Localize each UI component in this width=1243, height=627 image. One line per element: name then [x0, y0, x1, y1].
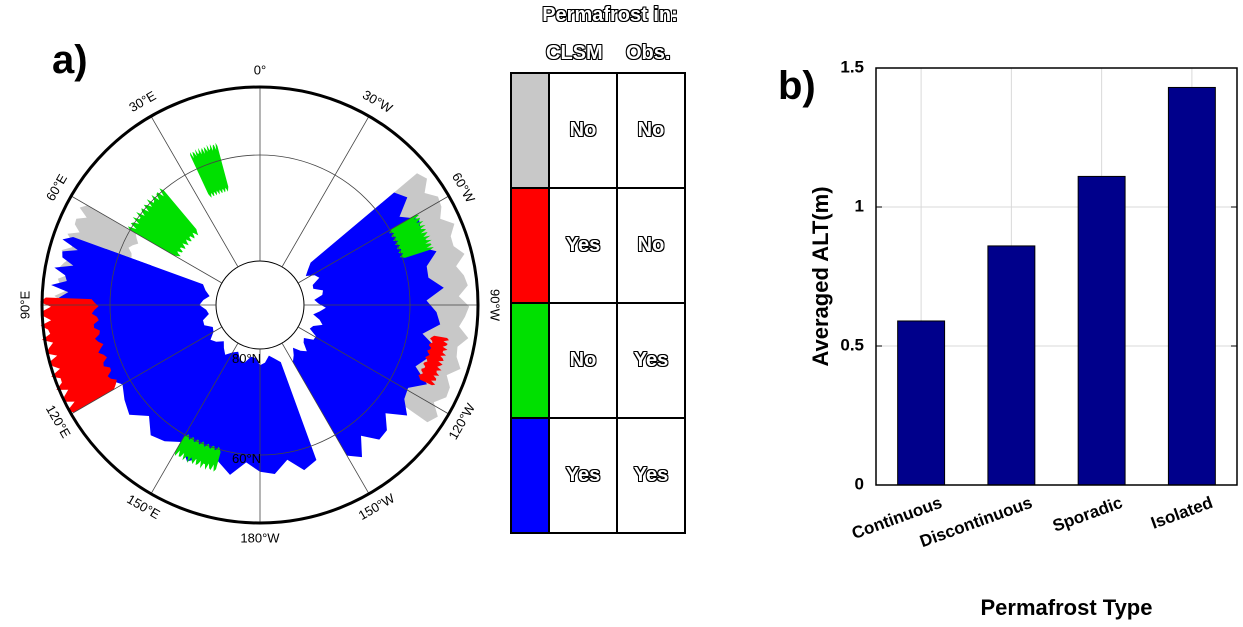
y-axis-title: Averaged ALT(m): [808, 186, 833, 366]
legend-swatch: [510, 417, 550, 534]
green-region-scandinavia: [127, 188, 199, 257]
legend-obs-value: Yes: [616, 302, 686, 419]
legend-model-value: No: [548, 302, 618, 419]
green-region-beringia: [174, 434, 221, 472]
legend-row: No No: [510, 72, 686, 189]
permafrost-legend: Permafrost in: CLSM Obs. No No Yes No No Yes Y…: [470, 0, 720, 560]
y-tick-label: 1.5: [840, 57, 864, 76]
green-region-labrador: [389, 214, 434, 258]
lon-label: 60°E: [43, 171, 70, 203]
bar-isolated: [1167, 86, 1216, 486]
polar-cap: [215, 260, 305, 350]
bar-continuous: [897, 320, 946, 486]
legend-obs-value: No: [616, 72, 686, 189]
y-tick-label: 1: [855, 196, 864, 215]
meridian-line: [281, 342, 370, 494]
green-region-greenland: [190, 142, 229, 198]
legend-model-value: Yes: [548, 187, 618, 304]
legend-swatch: [510, 302, 550, 419]
legend-col-model: CLSM: [546, 42, 603, 64]
lon-label: 30°E: [126, 88, 158, 115]
lon-label: 30°W: [360, 87, 396, 116]
map-frame: [40, 85, 480, 525]
x-axis-title: Permafrost Type: [981, 595, 1153, 620]
y-tick-label: 0: [855, 474, 864, 493]
blue-region-canada: [292, 192, 444, 458]
legend-title: Permafrost in:: [542, 4, 678, 26]
legend-obs-value: No: [616, 187, 686, 304]
panel-a-label: a): [52, 38, 88, 82]
legend-row: Yes No: [510, 187, 686, 304]
legend-row: Yes Yes: [510, 417, 686, 534]
red-region-siberia: [40, 297, 117, 413]
legend-obs-value: Yes: [616, 417, 686, 534]
meridian-line: [71, 326, 223, 415]
lon-label: 90°W: [488, 289, 500, 322]
legend-col-obs: Obs.: [626, 42, 671, 64]
legend-swatch: [510, 72, 550, 189]
legend-swatch: [510, 187, 550, 304]
lat-80-label: 80°N: [232, 351, 261, 366]
legend-row: No Yes: [510, 302, 686, 419]
lon-label: 180°W: [240, 530, 280, 545]
red-region-canada-south: [418, 335, 449, 386]
lon-label: 90°E: [20, 291, 32, 320]
bar-sporadic: [1077, 175, 1126, 486]
legend-model-value: No: [548, 72, 618, 189]
meridian-line: [297, 195, 449, 284]
plot-frame: [875, 67, 1238, 486]
lon-label: 0°: [254, 62, 266, 77]
meridian-line: [150, 342, 239, 494]
meridian-line: [297, 326, 449, 415]
bar-discontinuous: [987, 245, 1036, 486]
legend-table: No No Yes No No Yes Yes Yes: [510, 72, 686, 534]
legend-model-value: Yes: [548, 417, 618, 534]
panel-b-label: b): [778, 64, 816, 108]
polar-permafrost-map: 0°30°W60°W90°W120°W150°W180°W150°E120°E9…: [20, 62, 500, 545]
y-tick-label: 0.5: [840, 335, 864, 354]
meridian-line: [281, 116, 370, 268]
x-tick-label: Isolated: [1148, 493, 1215, 533]
meridian-line: [71, 195, 223, 284]
meridian-line: [150, 116, 239, 268]
lat-60-label: 60°N: [232, 451, 261, 466]
x-tick-label: Sporadic: [1050, 493, 1125, 536]
